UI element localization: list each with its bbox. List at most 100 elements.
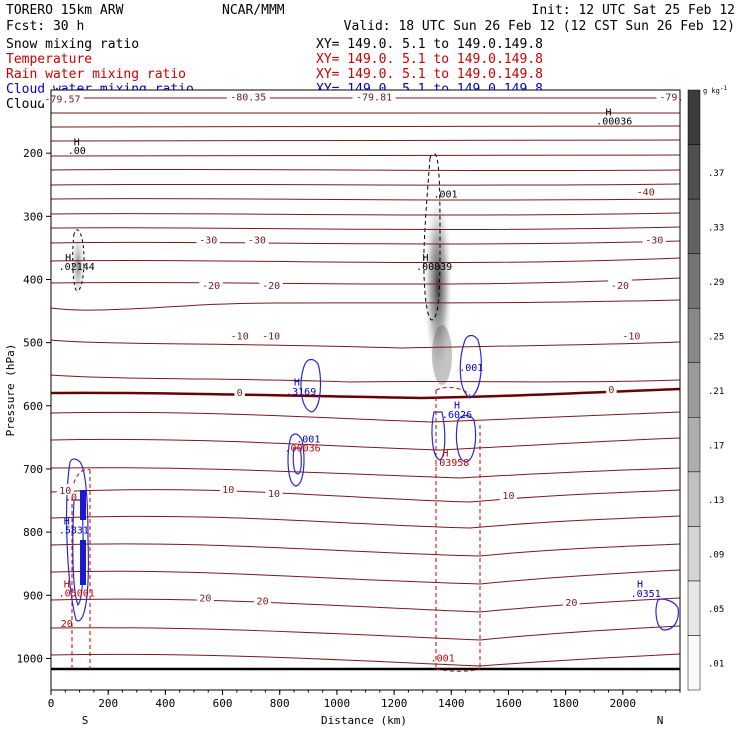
y-tick-label: 1000: [17, 652, 44, 665]
temp-label-bg: [227, 329, 252, 341]
colorbar: .01 .05 .09 .13 .17 .21 .25 .29 .33 .37 g kg-1: [687, 85, 728, 691]
contour-annotation: .3169: [286, 387, 316, 398]
contour-annotation: .00036: [596, 117, 632, 128]
contour-annotation: .001: [459, 363, 483, 374]
colorbar-label: .01: [708, 660, 724, 670]
org-label: NCAR/MMM: [222, 3, 285, 18]
contour-annotation: .001: [296, 434, 320, 445]
temp-label: -40: [637, 187, 655, 198]
temp-label: -20: [262, 281, 280, 292]
contour-annotation: H: [443, 448, 449, 459]
colorbar-label: .37: [708, 169, 724, 179]
contour-annotation: .03958: [433, 458, 469, 469]
y-tick-label: 400: [23, 273, 43, 286]
contour-annotation: H: [65, 253, 71, 264]
contour-annotation: .5831: [59, 525, 89, 536]
temp-label-bg: [633, 185, 658, 197]
y-axis: 1000 900 800 700 600 500 400 300 200: [17, 147, 51, 665]
temp-label-bg: [226, 90, 270, 102]
legend-label: Rain water mixing ratio: [6, 67, 186, 82]
x-axis-title: Distance (km): [321, 714, 407, 727]
contour-annotation: .0351: [631, 589, 661, 600]
legend-xy: XY= 149.0. 5.1 to 149.0.149.8: [316, 52, 543, 67]
temp-label-bg: [196, 591, 214, 603]
init-time: Init: 12 UTC Sat 25 Feb 12: [532, 3, 736, 18]
colorbar-label: .09: [708, 551, 724, 561]
colorbar-step: [687, 144, 701, 200]
colorbar-label: .05: [708, 605, 724, 615]
temp-label-bg: [642, 233, 667, 245]
temp-label: -79.57: [44, 94, 80, 105]
temp-label: -30: [645, 235, 663, 246]
temp-label: 10: [222, 485, 234, 496]
temp-label-bg: [196, 233, 220, 245]
temp-label: -20: [202, 281, 220, 292]
north-label: N: [657, 714, 664, 727]
temp-label-bg: [619, 329, 644, 341]
contour-annotation: .0: [65, 493, 77, 504]
colorbar-step: [687, 198, 701, 254]
temp-label: 20: [257, 597, 269, 608]
temp-label: 20: [199, 593, 211, 604]
contour-annotation: 20: [61, 619, 73, 630]
cloud-water-contours: [66, 334, 679, 631]
colorbar-step: [687, 526, 701, 582]
cloud-water-core-lower: [80, 540, 86, 585]
temp-label-bg: [606, 383, 617, 394]
temp-label-bg: [608, 278, 632, 290]
x-axis: 0 200 400 600 800 1000 1200 1400 1600 1800 2000: [48, 690, 681, 710]
temp-label-bg: [265, 487, 283, 499]
colorbar-label: .17: [708, 442, 724, 452]
temp-label: -79.: [659, 93, 683, 104]
temp-label: -20: [611, 281, 629, 292]
colorbar-label: .21: [708, 387, 724, 397]
legend-label: Snow mixing ratio: [6, 37, 139, 52]
contour-annotation: .00: [68, 146, 86, 157]
y-tick-label: 600: [23, 400, 43, 413]
x-tick-label: 2000: [610, 697, 637, 710]
temp-label-bg: [219, 482, 237, 494]
temp-label-bg: [259, 278, 283, 290]
snow-core: [432, 325, 452, 385]
contour-annotation: .001: [434, 189, 458, 200]
x-tick-label: 400: [155, 697, 175, 710]
x-tick-label: 1800: [552, 697, 579, 710]
contour-annotation: .001: [431, 654, 455, 665]
colorbar-step: [687, 580, 701, 636]
plot-area: -79.57 -80.35 -79.81 -79. -40 -30 -30 -30 -20 -20…: [40, 89, 687, 691]
temp-label-bg: [199, 278, 223, 290]
temp-label: -80.35: [230, 93, 266, 104]
temp-label: 10: [268, 489, 280, 500]
temp-label: -10: [262, 331, 280, 342]
colorbar-unit-exp: -1: [720, 85, 728, 92]
colorbar-step: [687, 471, 701, 527]
contour-annotation: .00036: [285, 443, 321, 454]
legend-xy: XY= 149.0. 5.1 to 149.0.149.8: [316, 37, 543, 52]
temp-label: -10: [622, 331, 640, 342]
valid-time: Valid: 18 UTC Sun 26 Feb 12 (12 CST Sun …: [344, 19, 735, 34]
forecast-hour: Fcst: 30 h: [6, 19, 84, 34]
colorbar-label: .25: [708, 332, 724, 342]
legend-xy: XY= 149.0. 5.1 to 149.0.149.8: [316, 67, 543, 82]
temp-label-bg: [234, 386, 245, 398]
temp-label-bg: [259, 329, 283, 341]
colorbar-step: [687, 417, 701, 473]
temp-label: 20: [565, 598, 577, 609]
temp-label: 0: [608, 385, 614, 396]
x-tick-label: 1200: [381, 697, 408, 710]
temp-label-bg: [562, 595, 580, 607]
contour-annotation: H: [74, 138, 80, 149]
y-tick-label: 500: [23, 337, 43, 350]
model-title: TORERO 15km ARW: [6, 3, 124, 18]
contour-annotation: H: [606, 107, 612, 118]
contour-annotation: H: [64, 580, 70, 591]
temp-label-bg: [499, 489, 517, 501]
temp-label-bg: [656, 90, 687, 102]
legend-label: Temperature: [6, 52, 92, 67]
y-tick-label: 200: [23, 147, 43, 160]
contour-annotation: H: [454, 400, 460, 411]
south-label: S: [82, 714, 89, 727]
y-axis-title: Pressure (hPa): [4, 344, 17, 437]
temp-label: -79.81: [356, 93, 392, 104]
